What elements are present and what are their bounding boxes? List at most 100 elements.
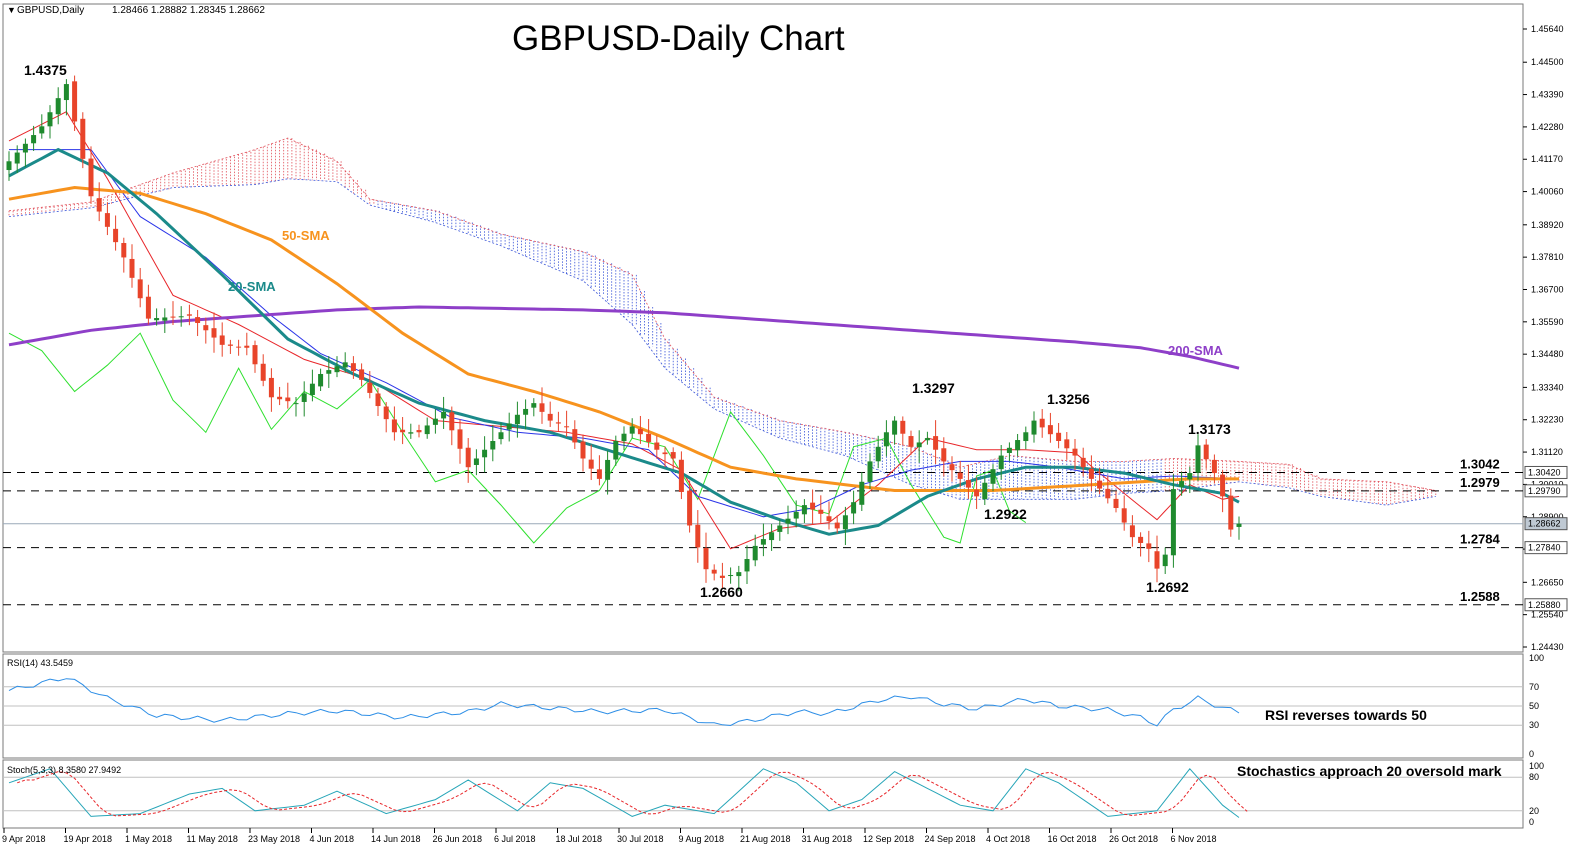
series-label: 200-SMA (1168, 343, 1224, 358)
y-tick-label: 1.43390 (1531, 90, 1564, 100)
candle-body (1056, 432, 1062, 441)
rsi-tick-label: 0 (1529, 749, 1534, 759)
candle-body (244, 345, 250, 348)
candle-body (457, 429, 463, 449)
ohlc-header: 1.28466 1.28882 1.28345 1.28662 (112, 5, 265, 16)
senkou-span-b (8, 137, 1436, 491)
x-tick-label: 14 Jun 2018 (371, 834, 421, 844)
symbol-triangle-icon: ▼ (7, 5, 16, 15)
rsi-tick-label: 50 (1529, 701, 1539, 711)
y-tick-label: 1.33340 (1531, 382, 1564, 392)
candle-body (1228, 495, 1234, 530)
candle-body (760, 539, 766, 545)
peak-annotation: 1.2922 (984, 506, 1027, 522)
x-tick-label: 26 Oct 2018 (1109, 834, 1158, 844)
stoch-tick-label: 20 (1529, 806, 1539, 816)
candle-body (22, 143, 28, 153)
candle-body (6, 161, 12, 171)
candle-body (121, 243, 127, 258)
candle-body (851, 502, 857, 514)
y-tick-label: 1.25540 (1531, 610, 1564, 620)
candle-body (506, 423, 512, 430)
candle-body (924, 438, 930, 441)
x-tick-label: 16 Oct 2018 (1048, 834, 1097, 844)
y-tick-label: 1.35590 (1531, 317, 1564, 327)
candle-body (154, 318, 160, 321)
level-label: 1.2784 (1460, 532, 1501, 547)
candle-body (1047, 425, 1053, 435)
y-tick-label: 1.40060 (1531, 187, 1564, 197)
candle-body (900, 420, 906, 434)
chikou-span-line (8, 332, 1027, 544)
candle-body (728, 575, 734, 577)
y-tick-label: 1.36700 (1531, 284, 1564, 294)
level-label: 1.3042 (1460, 456, 1500, 471)
candle-body (1031, 420, 1037, 435)
candle-body (490, 441, 496, 450)
y-tick-label: 1.45640 (1531, 24, 1564, 34)
candle-body (1203, 444, 1209, 460)
series-label: 20-SMA (228, 279, 276, 294)
symbol-header: GBPUSD,Daily (17, 5, 84, 16)
x-tick-label: 9 Aug 2018 (679, 834, 725, 844)
x-tick-label: 26 Jun 2018 (433, 834, 483, 844)
stoch-header: Stoch(5,3,3) 8.3580 27.9492 (7, 765, 121, 775)
candle-body (1039, 418, 1045, 428)
candle-body (949, 464, 955, 471)
candle-body (1138, 536, 1144, 543)
candle-body (88, 158, 94, 197)
candle-body (793, 511, 799, 519)
candle-body (916, 442, 922, 448)
candle-body (1129, 525, 1135, 538)
candle-body (350, 363, 356, 372)
y-tick-label: 1.24430 (1531, 642, 1564, 652)
candle-body (424, 425, 430, 435)
y-tick-label: 1.37810 (1531, 252, 1564, 262)
annotations: 50-SMA 20-SMA 200-SMA 1.4375 1.2660 1.3297 1.2… (24, 62, 1231, 600)
y-tick-label: 1.26650 (1531, 577, 1564, 587)
candle-body (547, 413, 553, 421)
candle-body (1220, 474, 1226, 497)
x-tick-label: 9 Apr 2018 (2, 834, 46, 844)
candle-body (1154, 551, 1160, 569)
candle-body (375, 393, 381, 407)
candle-body (842, 515, 848, 530)
candle-body (1113, 498, 1119, 509)
candle-body (227, 344, 233, 346)
candle-body (826, 516, 832, 522)
candle-body (137, 279, 143, 299)
candle-body (400, 429, 406, 433)
candlesticks (6, 75, 1242, 592)
candle-body (539, 403, 545, 412)
senkou-span-a (8, 178, 1436, 506)
candle-body (47, 112, 53, 127)
candle-body (219, 335, 225, 345)
rsi-tick-label: 100 (1529, 653, 1544, 663)
candle-body (260, 363, 266, 381)
peak-annotation: 1.2660 (700, 584, 743, 600)
candle-body (646, 433, 652, 442)
candle-body (555, 422, 561, 424)
candle-body (662, 452, 668, 455)
candle-body (1088, 468, 1094, 479)
candle-body (170, 316, 176, 318)
price-badge-label: 1.25880 (1528, 600, 1561, 610)
candle-body (96, 198, 102, 212)
candle-body (965, 480, 971, 488)
candle-body (703, 548, 709, 570)
candle-body (211, 328, 217, 338)
candle-body (14, 152, 20, 164)
candle-body (941, 448, 947, 462)
candle-body (1179, 481, 1185, 487)
kijun-sen-line (9, 149, 1240, 518)
candle-body (277, 396, 283, 400)
candle-body (670, 452, 676, 459)
candle-body (162, 317, 168, 321)
candle-body (383, 406, 389, 420)
candle-body (473, 458, 479, 465)
x-tick-label: 11 May 2018 (187, 834, 238, 844)
candle-body (605, 459, 611, 480)
candle-body (236, 346, 242, 348)
candle-body (416, 430, 422, 433)
